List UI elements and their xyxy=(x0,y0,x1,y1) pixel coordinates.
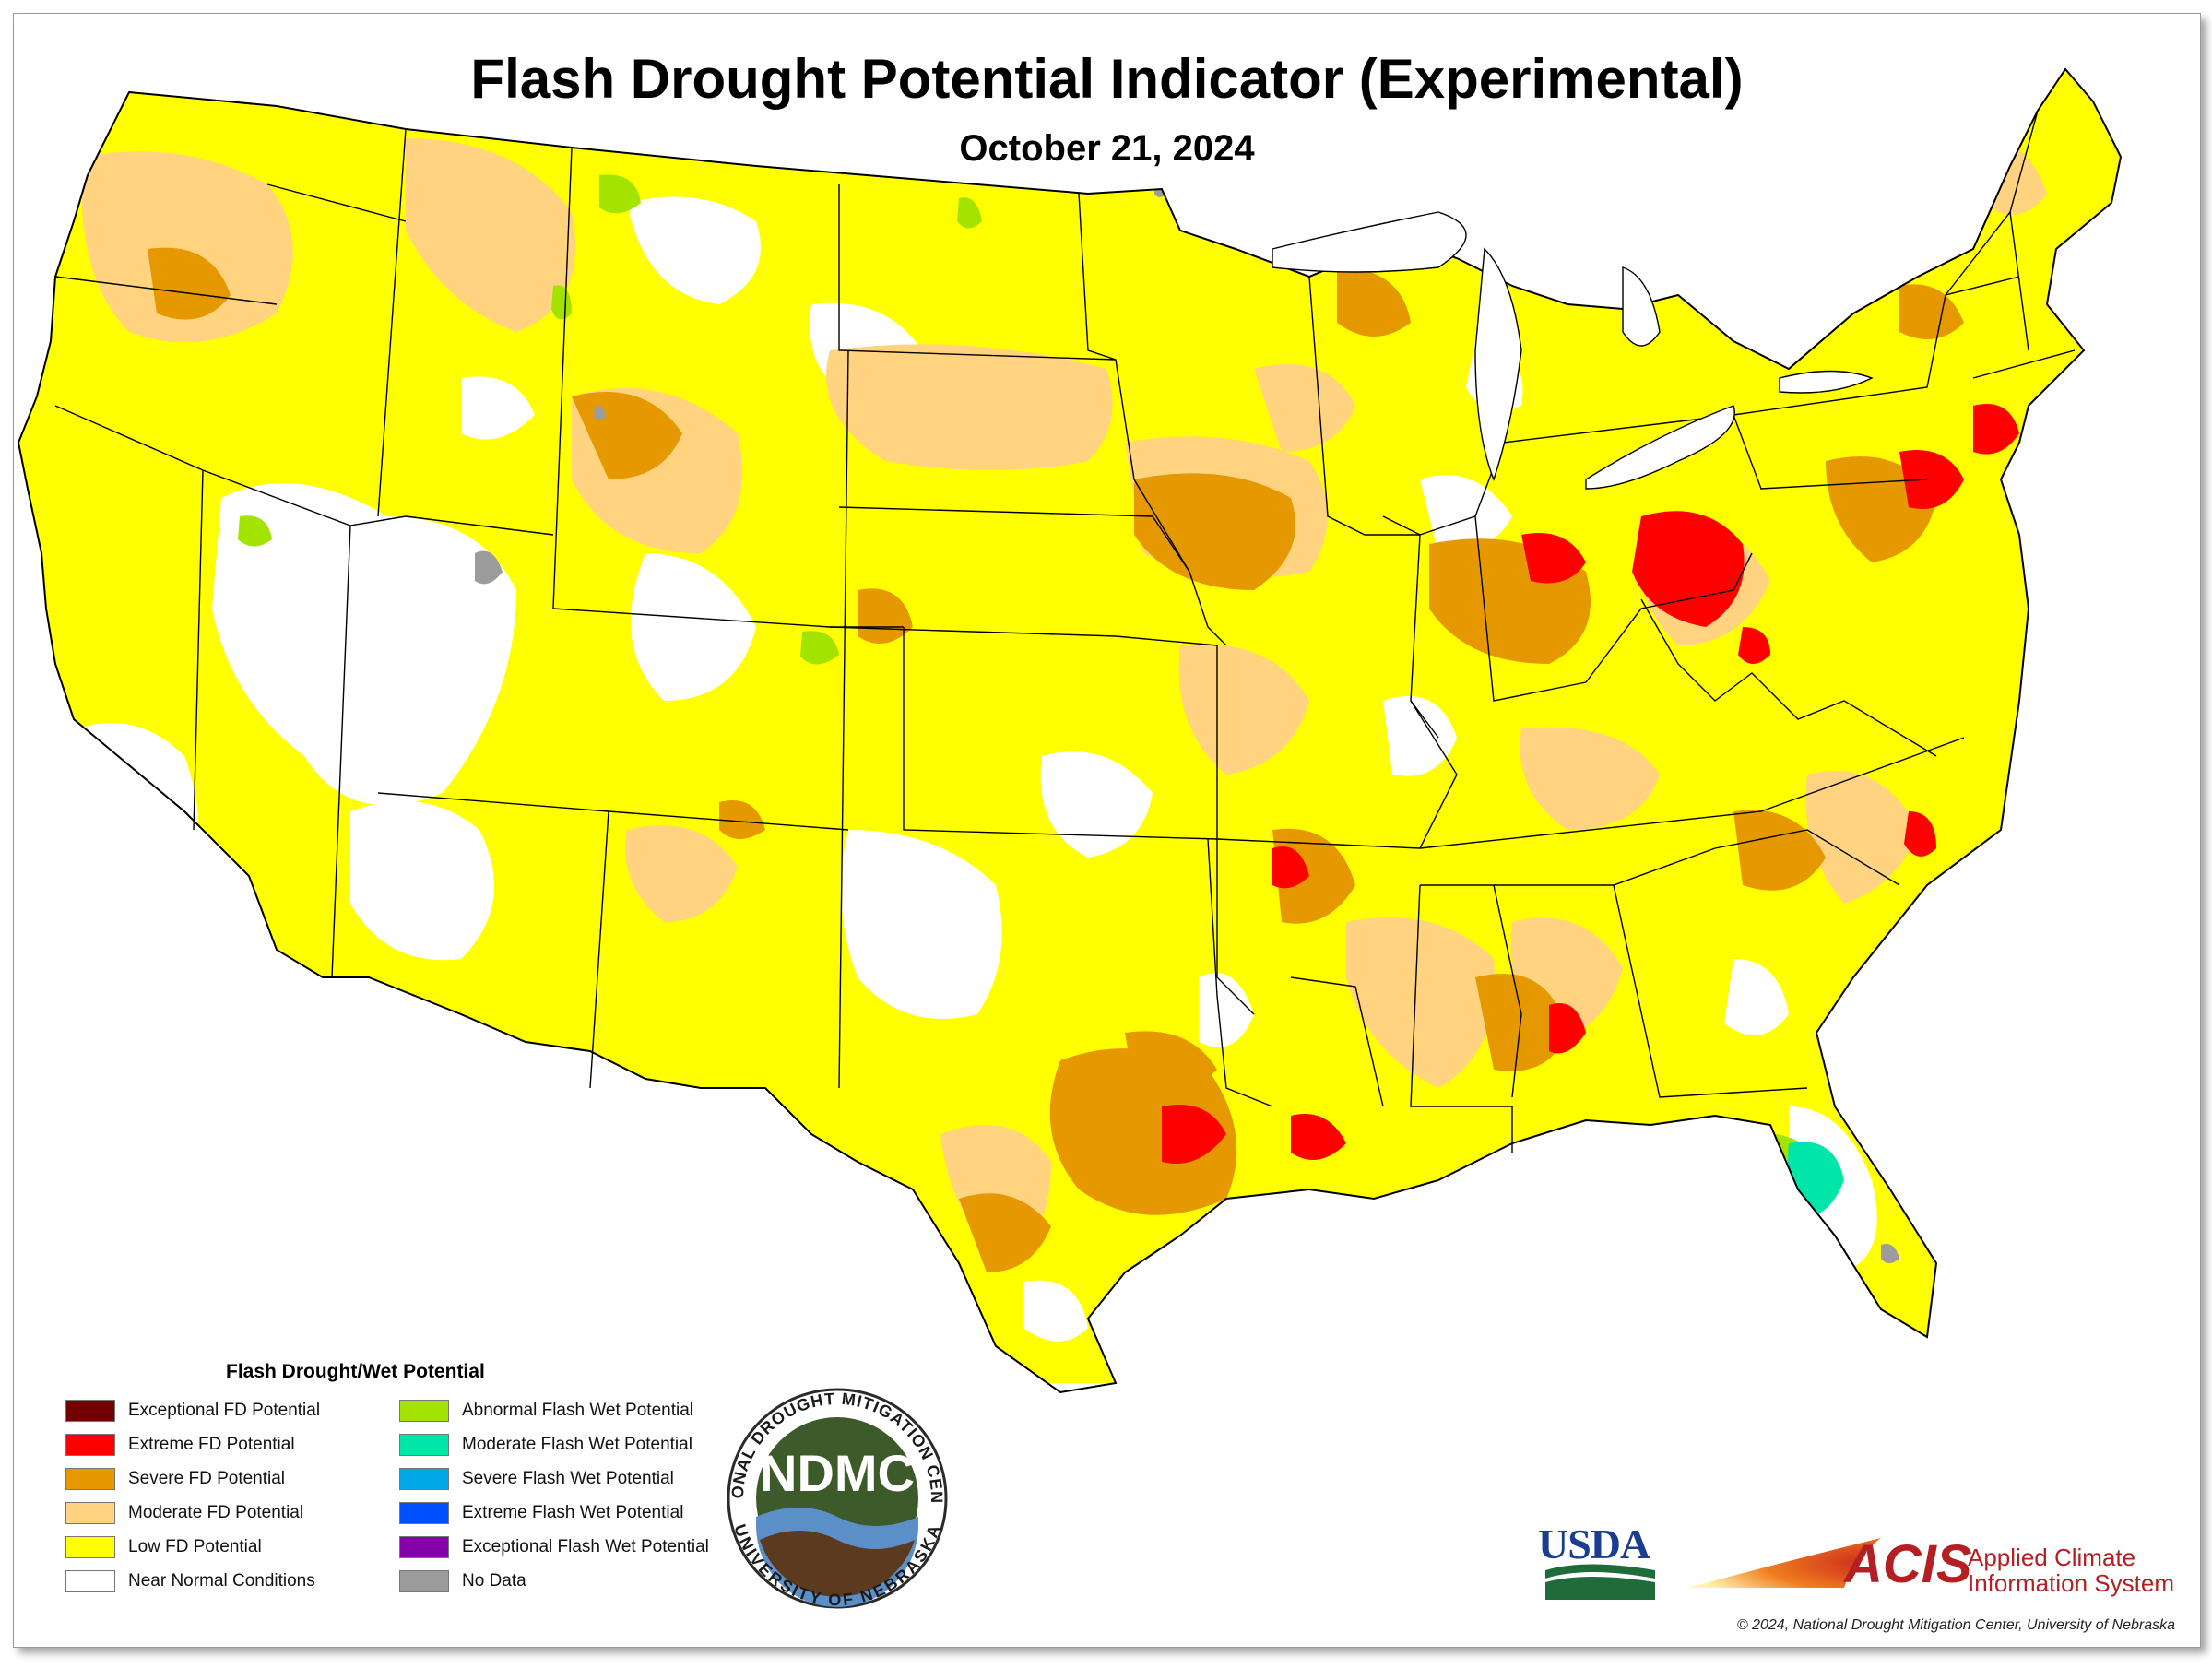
legend-label: Extreme FD Potential xyxy=(128,1434,295,1454)
acis-name-line1: Applied Climate xyxy=(1968,1544,2136,1571)
acis-swoosh-icon xyxy=(1687,1538,1881,1588)
legend-swatch xyxy=(65,1433,115,1456)
copyright-notice: © 2024, National Drought Mitigation Cent… xyxy=(1736,1617,2175,1633)
legend-label: Near Normal Conditions xyxy=(128,1570,315,1591)
legend-item: Extreme Flash Wet Potential xyxy=(399,1496,709,1530)
legend-swatch xyxy=(65,1399,115,1422)
legend-label: Exceptional FD Potential xyxy=(128,1400,321,1420)
legend-swatch xyxy=(399,1535,449,1558)
legend-swatch xyxy=(65,1535,115,1558)
drought-categories-layer xyxy=(18,69,2121,1383)
legend-swatch xyxy=(399,1501,449,1524)
acis-name-line2: Information System xyxy=(1968,1569,2174,1597)
legend-item: Extreme FD Potential xyxy=(65,1427,320,1461)
legend-swatch xyxy=(399,1569,449,1592)
legend-item: Near Normal Conditions xyxy=(65,1564,320,1598)
acis-full-name: Applied Climate Information System xyxy=(1968,1544,2174,1596)
legend-swatch xyxy=(65,1569,115,1592)
legend-label: Low FD Potential xyxy=(128,1536,262,1556)
ndmc-center-text: NDMC xyxy=(760,1444,915,1502)
legend-label: Abnormal Flash Wet Potential xyxy=(462,1400,693,1420)
legend-swatch xyxy=(399,1433,449,1456)
legend-item: Exceptional FD Potential xyxy=(65,1393,320,1427)
usda-wordmark: USDA xyxy=(1538,1520,1650,1567)
legend-item: Abnormal Flash Wet Potential xyxy=(399,1393,709,1427)
legend-list-drought: Exceptional FD Potential Extreme FD Poten… xyxy=(65,1393,320,1598)
legend-title: Flash Drought/Wet Potential xyxy=(226,1361,485,1382)
legend-swatch xyxy=(65,1501,115,1524)
legend-list-wet: Abnormal Flash Wet Potential Moderate Fla… xyxy=(399,1393,709,1598)
map-date: October 21, 2024 xyxy=(959,128,1255,169)
legend-item: Severe Flash Wet Potential xyxy=(399,1461,709,1496)
state-boundaries xyxy=(18,68,2122,1393)
legend-label: Extreme Flash Wet Potential xyxy=(462,1502,684,1522)
legend-label: Moderate Flash Wet Potential xyxy=(462,1434,692,1454)
legend-item: Severe FD Potential xyxy=(65,1461,320,1496)
acis-wordmark: ACIS xyxy=(1844,1534,1972,1594)
legend-label: No Data xyxy=(462,1570,526,1591)
legend-swatch xyxy=(399,1399,449,1422)
legend-label: Severe FD Potential xyxy=(128,1468,286,1488)
legend-label: Moderate FD Potential xyxy=(128,1502,304,1522)
legend-item: No Data xyxy=(399,1564,709,1598)
map-title: Flash Drought Potential Indicator (Exper… xyxy=(470,48,1744,110)
legend-swatch xyxy=(399,1467,449,1490)
legend-item: Low FD Potential xyxy=(65,1530,320,1564)
legend-item: Moderate FD Potential xyxy=(65,1496,320,1530)
ndmc-logo: NATIONAL DROUGHT MITIGATION CENTER UNIVE… xyxy=(727,1388,948,1609)
great-lakes xyxy=(1272,211,1874,490)
legend-label: Exceptional Flash Wet Potential xyxy=(462,1536,709,1556)
legend-item: Moderate Flash Wet Potential xyxy=(399,1427,709,1461)
usda-logo xyxy=(1545,1564,1655,1600)
legend-item: Exceptional Flash Wet Potential xyxy=(399,1530,709,1564)
legend-swatch xyxy=(65,1467,115,1490)
legend-label: Severe Flash Wet Potential xyxy=(462,1468,674,1488)
